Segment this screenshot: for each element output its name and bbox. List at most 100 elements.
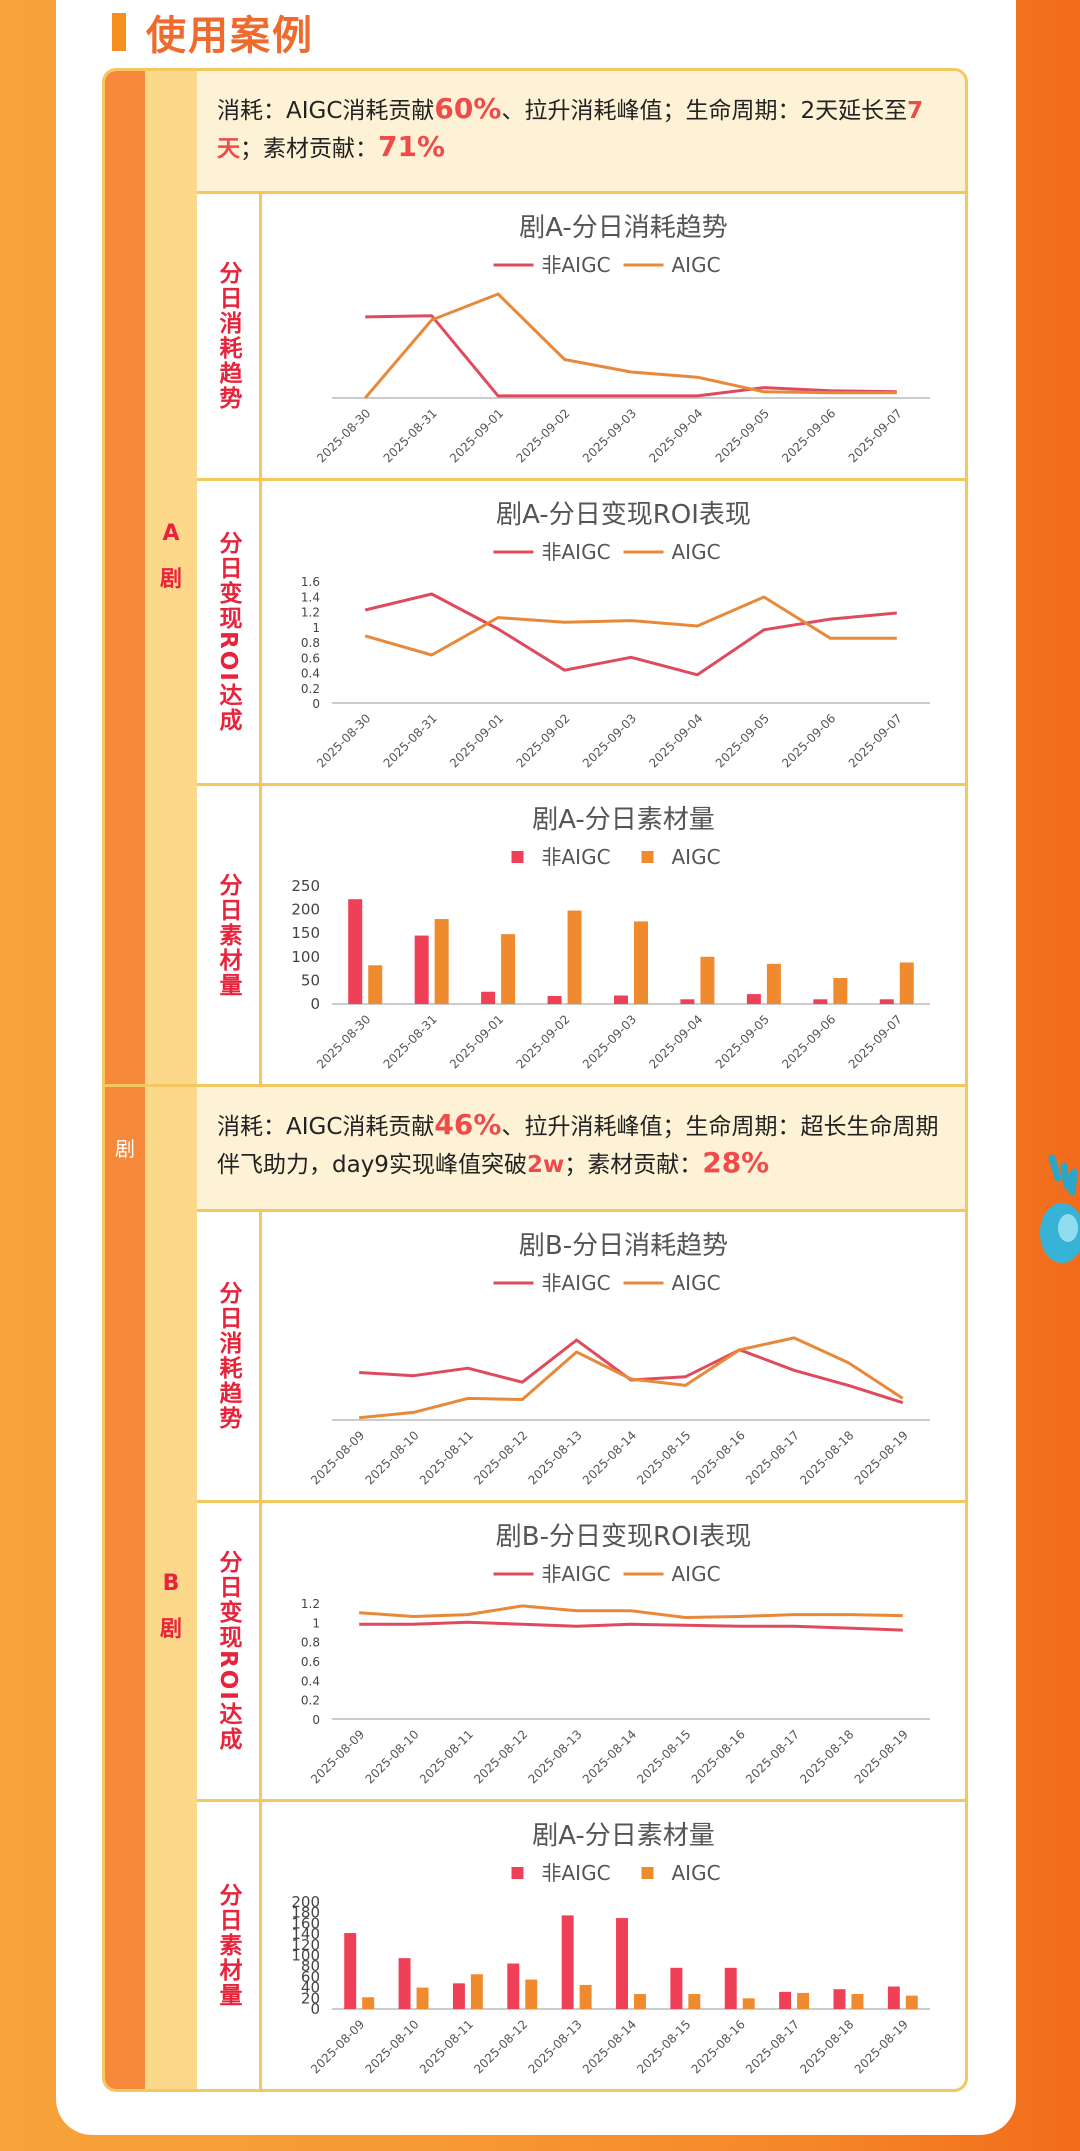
row-label-b-assets: 分日素材量 — [197, 1802, 262, 2089]
x-tick-label: 2025-08-12 — [471, 1428, 530, 1487]
legend-label: AIGC — [672, 845, 721, 869]
bar — [634, 921, 648, 1004]
drama-a-label: A 剧 — [145, 511, 197, 603]
bar — [724, 1967, 737, 2009]
chart-title: 剧B-分日消耗趋势 — [519, 1231, 728, 1261]
x-tick-label: 2025-08-30 — [314, 406, 373, 465]
y-tick-label: 1.2 — [301, 606, 320, 620]
x-tick-labels: 2025-08-092025-08-102025-08-112025-08-12… — [308, 2017, 911, 2076]
x-tick-label: 2025-09-04 — [646, 1012, 705, 1071]
x-tick-label: 2025-08-19 — [852, 2017, 911, 2076]
series-line — [364, 595, 897, 657]
y-tick-label: 250 — [291, 877, 320, 895]
row-divider — [197, 1799, 965, 1802]
bar — [547, 995, 562, 1004]
bar — [501, 934, 516, 1004]
bar-series — [348, 899, 894, 1004]
y-tick-label: 60 — [301, 1968, 320, 1986]
x-tick-label: 2025-09-03 — [580, 1012, 639, 1071]
legend-label: AIGC — [672, 540, 721, 564]
bar — [797, 1992, 810, 2009]
y-axis: 00.20.4 0.60.811.2 1.41.6 — [301, 575, 320, 711]
heading-accent-bar — [112, 13, 126, 51]
chart-legend: 非AIGC AIGC — [493, 1271, 721, 1295]
x-tick-labels: 2025-08-30 2025-08-31 2025-09-01 2025-09-02… — [314, 406, 905, 465]
y-axis: 0 0.2 0.4 0.6 0.8 1 1.2 — [301, 1597, 320, 1727]
summary-b-value-3: 28% — [702, 1146, 770, 1179]
x-tick-label: 2025-08-31 — [381, 1012, 440, 1071]
legend-label: 非AIGC — [542, 540, 611, 564]
y-tick-label: 1 — [312, 621, 320, 635]
legend-swatch — [641, 851, 654, 863]
summary-a-text-1: 消耗：AIGC消耗贡献 — [217, 98, 435, 124]
x-tick-label: 2025-09-01 — [447, 406, 506, 465]
y-tick-label: 200 — [291, 1893, 320, 1911]
bar — [746, 994, 761, 1004]
y-axis: 0 50 100 150 200 250 — [291, 877, 320, 1013]
bar — [348, 899, 363, 1004]
x-tick-label: 2025-09-04 — [646, 711, 705, 770]
bar — [742, 1998, 755, 2009]
bar — [833, 1989, 846, 2009]
x-tick-label: 2025-08-31 — [381, 406, 440, 465]
x-tick-label: 2025-08-17 — [743, 1428, 802, 1487]
drama-a-letter: A — [162, 521, 180, 546]
drama-b-letter: B — [162, 1571, 180, 1596]
bar — [766, 963, 781, 1004]
x-tick-label: 2025-08-17 — [743, 1727, 802, 1786]
y-tick-label: 1.4 — [301, 590, 320, 604]
bar — [700, 956, 715, 1004]
bar — [688, 1994, 701, 2009]
legend-label: 非AIGC — [542, 1562, 611, 1586]
bar — [813, 999, 828, 1004]
legend-swatch — [511, 851, 524, 863]
bar — [507, 1963, 520, 2009]
y-tick-label: 1.2 — [301, 1597, 320, 1611]
x-tick-label: 2025-09-02 — [513, 1012, 572, 1071]
y-tick-label: 0.4 — [301, 1674, 320, 1688]
chart-legend: 非AIGC AIGC — [493, 540, 721, 564]
x-tick-label: 2025-09-04 — [646, 406, 705, 465]
series-line — [365, 314, 897, 398]
y-tick-label: 0.8 — [301, 1636, 320, 1650]
x-tick-label: 2025-08-18 — [797, 1727, 856, 1786]
bar-series — [344, 1915, 900, 2009]
legend-label: AIGC — [672, 1562, 721, 1586]
y-tick-label: 0.8 — [301, 636, 320, 650]
legend-label: 非AIGC — [542, 845, 611, 869]
x-tick-labels: 2025-08-092025-08-102025-08-112025-08-12… — [308, 1428, 911, 1487]
summary-b-text-2: 、拉升消耗峰值；生命周期：超长生命周期伴飞助力，day9实现峰值突破 — [217, 1114, 939, 1178]
summary-a: 消耗：AIGC消耗贡献60%、拉升消耗峰值；生命周期：2天延长至7天；素材贡献：… — [197, 71, 965, 191]
x-tick-label: 2025-08-18 — [797, 2017, 856, 2076]
chart-title: 剧A-分日素材量 — [532, 1821, 715, 1851]
y-tick-label: 0 — [310, 995, 320, 1013]
x-tick-label: 2025-09-05 — [713, 406, 772, 465]
bar — [833, 978, 848, 1004]
x-tick-label: 2025-08-15 — [634, 1727, 693, 1786]
y-tick-label: 0.6 — [301, 651, 320, 665]
x-tick-label: 2025-09-02 — [513, 711, 572, 770]
x-tick-label: 2025-09-07 — [846, 406, 905, 465]
summary-a-text-2: 、拉升消耗峰值；生命周期：2天延长至 — [501, 98, 908, 124]
chart-b-roi: 剧B-分日变现ROI表现 非AIGC AIGC 0 0.2 0.4 0.6 0.8 1 1.2 20… — [262, 1503, 965, 1799]
y-tick-label: 160 — [291, 1914, 320, 1932]
x-tick-label: 2025-08-16 — [689, 2017, 748, 2076]
summary-b-text-3: ；素材贡献： — [564, 1152, 703, 1178]
bar — [481, 991, 496, 1004]
legend-swatch — [511, 1867, 524, 1879]
bar — [452, 1983, 465, 2009]
bar — [434, 919, 449, 1004]
chart-a-spend: 剧A-分日消耗趋势 非AIGC AIGC 2025-08-30 2025-08-31 20… — [262, 194, 965, 478]
x-tick-labels: 2025-08-30 2025-08-31 2025-09-01 2025-09-02… — [314, 1012, 905, 1071]
group-column: 剧 — [105, 71, 145, 2089]
y-tick-label: 0.2 — [301, 682, 320, 696]
bar — [899, 962, 914, 1004]
bar — [634, 1994, 646, 2009]
legend-label: 非AIGC — [542, 1271, 611, 1295]
x-tick-label: 2025-09-01 — [447, 1012, 506, 1071]
bar — [680, 999, 695, 1004]
summary-a-value-1: 60% — [434, 92, 502, 125]
bar — [779, 1991, 792, 2009]
